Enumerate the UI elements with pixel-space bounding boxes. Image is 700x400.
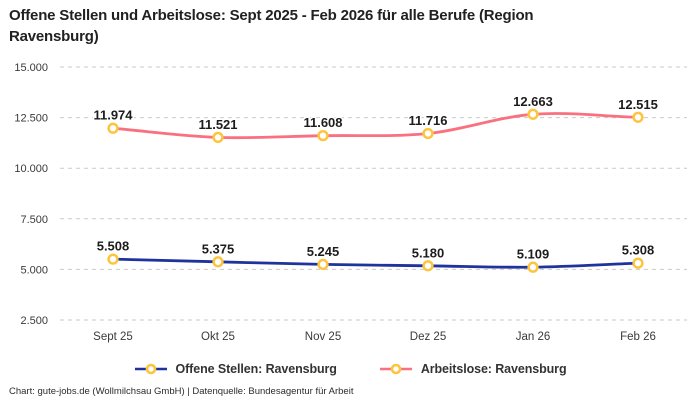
data-point-marker [422,127,434,140]
data-point-label: 5.109 [517,247,550,262]
data-point-label: 11.608 [303,115,342,130]
x-tick-label: Okt 25 [201,331,235,343]
data-point-label: 5.245 [307,244,340,259]
x-tick-label: Feb 26 [620,331,656,343]
chart-credit: Chart: gute-jobs.de (Wollmilchsau GmbH) … [9,386,354,397]
chart-title: Offene Stellen und Arbeitslose: Sept 202… [9,7,534,46]
data-point-marker [107,122,119,134]
x-tick-label: Nov 25 [305,331,341,343]
data-point-marker [212,131,224,144]
data-point-label: 5.508 [97,239,130,254]
data-point-label: 5.375 [202,241,235,256]
data-point-label: 11.521 [198,117,237,132]
y-tick-label: 12.500 [14,113,48,125]
x-tick-label: Sept 25 [93,331,133,343]
x-tick-label: Dez 25 [410,331,446,343]
y-gridlines [60,66,687,321]
y-axis-tick-labels: 15.000 12.500 10.000 7.500 5.000 2.500 [14,62,48,327]
data-point-marker [527,108,539,120]
line-marker-swatch-icon [379,363,412,375]
x-tick-label: Jan 26 [516,331,551,343]
data-point-label: 11.974 [93,108,133,123]
data-point-label: 12.515 [618,97,658,112]
legend-item-offene-stellen: Offene Stellen: Ravensburg [134,362,337,376]
series-1: 11.974 11.521 11.608 11.716 12.663 12.515 [92,92,659,144]
data-point-marker [317,130,329,142]
data-point-label: 5.180 [412,245,445,260]
data-point-marker [107,253,119,265]
legend-item-arbeitslose: Arbeitslose: Ravensburg [379,362,567,376]
data-point-label: 11.716 [408,113,447,128]
data-point-marker [527,261,539,273]
y-tick-label: 10.000 [14,163,48,175]
y-tick-label: 2.500 [20,315,48,327]
y-tick-label: 5.000 [20,264,48,276]
data-point-label: 5.308 [622,243,655,258]
data-point-marker [632,257,644,269]
legend-label: Offene Stellen: Ravensburg [175,362,337,376]
legend-label: Arbeitslose: Ravensburg [420,362,567,376]
series-0: 5.508 5.375 5.245 5.180 5.109 5.308 [95,237,656,273]
y-tick-label: 15.000 [14,62,48,74]
data-point-marker [422,260,434,272]
line-chart: 15.000 12.500 10.000 7.500 5.000 2.500 Sept 25… [14,62,687,343]
data-point-marker [212,256,224,268]
data-point-marker [632,111,644,123]
chart-legend: Offene Stellen: Ravensburg Arbeitslose: … [0,359,700,379]
x-axis-tick-labels: Sept 25 Okt 25 Nov 25 Dez 25 Jan 26 Feb 26 [93,331,656,343]
y-tick-label: 7.500 [20,214,48,226]
line-marker-swatch-icon [134,363,167,375]
data-point-marker [317,258,329,271]
data-point-label: 12.663 [513,94,553,109]
